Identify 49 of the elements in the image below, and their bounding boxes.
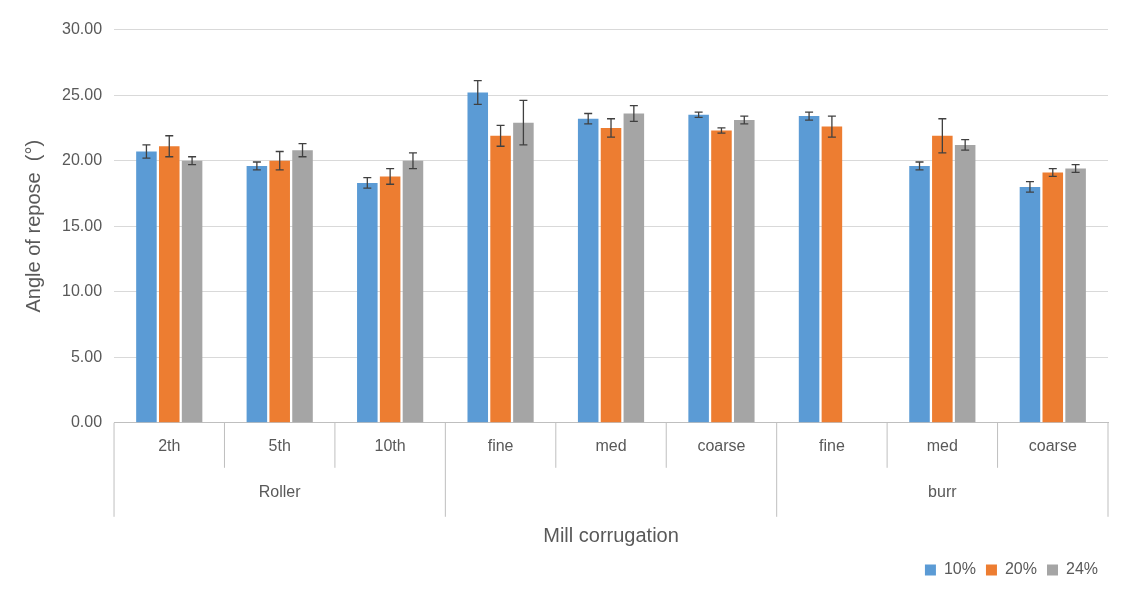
x-tick-label: med	[926, 436, 958, 454]
text: Roller	[258, 483, 302, 501]
bar	[821, 126, 843, 423]
bar	[513, 122, 534, 423]
bar	[1019, 186, 1041, 423]
y-tick-label: 20.00	[61, 151, 103, 169]
bar	[1065, 168, 1086, 423]
bar	[136, 151, 157, 423]
x-tick-label: 10th	[374, 436, 406, 454]
x-axis-title: Mill corrugation	[543, 523, 679, 546]
bar	[379, 176, 401, 423]
bar	[181, 160, 203, 423]
legend-label: 24%	[1065, 560, 1099, 578]
x-tick-label: coarse	[697, 436, 746, 454]
bar	[711, 130, 732, 423]
bar	[798, 116, 820, 423]
legend-label: 10%	[943, 560, 976, 578]
bar	[600, 127, 622, 423]
y-tick-label: 25.00	[61, 85, 103, 103]
bar	[402, 160, 424, 423]
x-tick-label: 5th	[268, 436, 291, 454]
x-tick-label: 2th	[158, 436, 181, 454]
bar	[909, 165, 930, 423]
x-tick-label: fine	[819, 436, 845, 454]
y-axis-title: Angle of repose (°)	[21, 139, 44, 313]
bar	[1042, 172, 1064, 423]
y-tick-label: 0.00	[70, 413, 103, 431]
bar	[932, 135, 953, 423]
y-tick-label: 10.00	[61, 282, 103, 300]
bar	[577, 118, 599, 423]
y-tick-label: 30.00	[61, 20, 103, 38]
x-tick-label: med	[595, 436, 627, 454]
bar	[734, 120, 755, 423]
bar	[158, 146, 180, 423]
bar	[688, 114, 709, 423]
bar	[490, 135, 511, 423]
text: burr	[928, 483, 958, 501]
bar	[623, 113, 645, 423]
y-tick-label: 15.00	[61, 216, 103, 234]
bar	[269, 160, 290, 423]
x-tick-label: coarse	[1028, 436, 1077, 454]
bar	[246, 165, 268, 423]
legend-label: 20%	[1004, 560, 1037, 578]
bar	[954, 144, 976, 423]
x-tick-label: fine	[487, 436, 514, 454]
bar	[357, 182, 378, 423]
bar	[292, 150, 313, 423]
bar	[467, 92, 489, 423]
y-tick-label: 5.00	[70, 347, 103, 365]
